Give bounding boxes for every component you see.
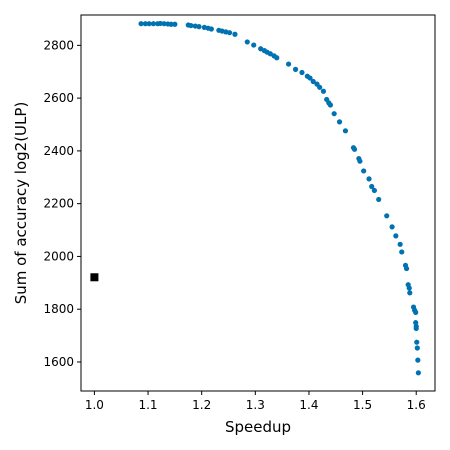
data-point (244, 39, 250, 45)
data-point (307, 75, 313, 81)
data-point (357, 158, 363, 164)
y-tick-label: 2200 (43, 197, 74, 211)
data-point (320, 88, 327, 94)
data-marks (90, 20, 421, 376)
x-tick-label: 1.6 (407, 398, 426, 412)
data-point (157, 20, 163, 27)
x-tick-label: 1.3 (246, 398, 265, 412)
x-tick-label: 1.2 (192, 398, 211, 412)
data-point (403, 265, 410, 272)
data-point (366, 176, 372, 182)
data-point (172, 21, 178, 27)
data-point (188, 22, 194, 29)
data-point (393, 233, 399, 239)
data-point (415, 370, 421, 376)
data-point (292, 66, 299, 72)
data-point (414, 345, 420, 351)
data-point (384, 213, 390, 219)
data-point (161, 21, 167, 27)
y-tick-label: 2600 (43, 91, 74, 105)
data-point (399, 249, 405, 255)
data-point (371, 187, 377, 194)
data-point (226, 30, 233, 36)
x-axis-label: Speedup (225, 418, 291, 436)
data-point-square (90, 273, 99, 282)
data-point (317, 84, 323, 90)
data-point (208, 26, 214, 32)
x-axis-ticks: 1.0 1.1 1.2 1.3 1.4 1.5 1.6 (85, 391, 426, 412)
data-point (196, 24, 202, 30)
data-point (376, 196, 382, 203)
data-point (389, 224, 395, 230)
data-point (415, 357, 421, 363)
data-point (142, 21, 148, 27)
data-point (138, 21, 144, 27)
data-point (146, 21, 152, 27)
data-point (342, 128, 349, 134)
y-tick-label: 2400 (43, 144, 74, 158)
data-point (310, 78, 316, 85)
y-axis-label: Sum of accuracy log2(ULP) (12, 102, 30, 305)
data-point (351, 146, 358, 152)
data-point (361, 168, 367, 174)
data-point (331, 111, 337, 117)
data-point (232, 31, 238, 37)
data-point (274, 55, 280, 61)
y-tick-label: 2800 (43, 38, 74, 52)
y-tick-label: 2000 (43, 249, 74, 263)
data-point (406, 285, 412, 291)
data-point (150, 21, 157, 27)
y-tick-label: 1800 (43, 302, 74, 316)
data-point (414, 339, 420, 345)
x-tick-label: 1.0 (85, 398, 104, 412)
data-point (413, 325, 419, 332)
y-tick-label: 1600 (43, 355, 74, 369)
data-point (407, 290, 413, 296)
data-point (327, 102, 334, 108)
data-point (413, 309, 419, 315)
x-tick-label: 1.1 (138, 398, 157, 412)
plot-frame (80, 14, 436, 392)
x-tick-label: 1.5 (353, 398, 372, 412)
data-point (285, 61, 292, 67)
data-point (251, 42, 257, 48)
data-point (397, 241, 403, 247)
data-point (336, 119, 343, 125)
data-point (168, 21, 174, 27)
y-axis-ticks: 1600 1800 2000 2200 2400 2600 2800 (43, 38, 81, 369)
x-tick-label: 1.4 (299, 398, 318, 412)
data-point (369, 183, 375, 190)
data-point (299, 69, 305, 76)
